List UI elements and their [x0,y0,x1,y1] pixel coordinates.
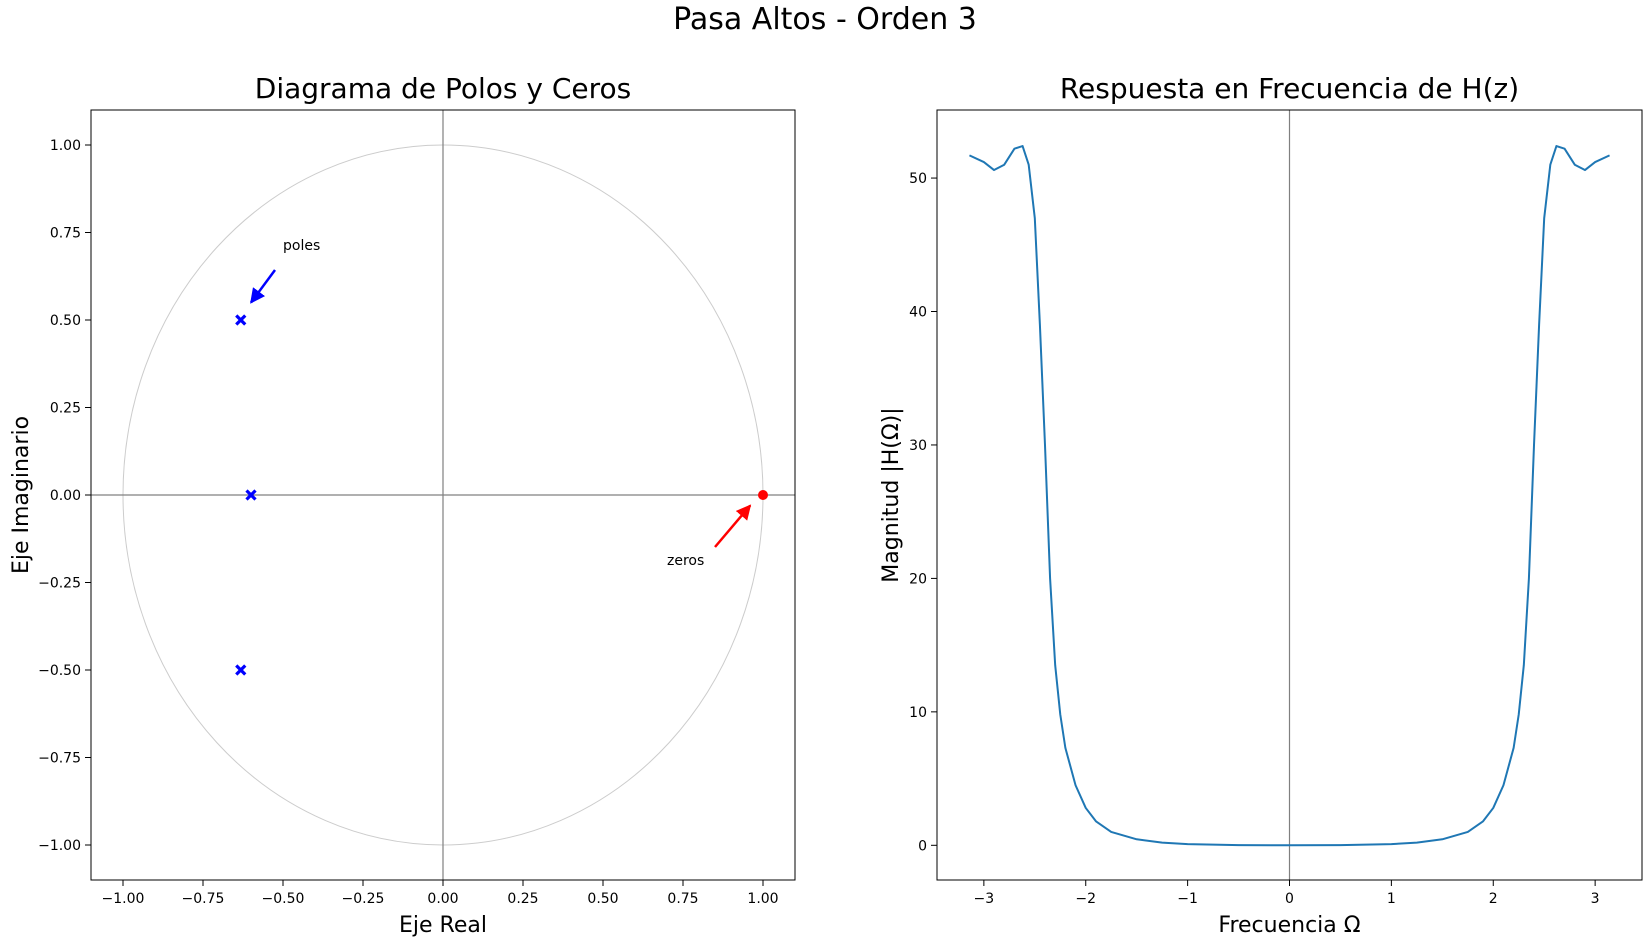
pz-ytick-label: −0.25 [38,576,81,592]
fr-xtick-label: −2 [1075,891,1096,907]
pz-title: Diagrama de Polos y Ceros [255,72,631,105]
fr-ylabel: Magnitud |H(Ω)| [879,407,904,582]
pole-marker [235,664,247,676]
pz-ytick-label: 0.75 [50,226,81,242]
pz-ytick-label: 0.25 [50,401,81,417]
fr-ytick-label: 40 [909,305,927,321]
fr-ytick-label: 50 [909,171,927,187]
pz-xtick-label: −1.00 [102,891,145,907]
pz-ytick-label: 0.00 [50,488,81,504]
pz-xtick-label: 0.00 [427,891,458,907]
fr-ytick-label: 20 [909,571,927,587]
pz-ylabel: Eje Imaginario [9,416,34,574]
zero-marker [758,490,768,500]
pz-xtick-label: −0.75 [182,891,225,907]
pz-ytick-label: −0.50 [38,663,81,679]
pz-xlabel: Eje Real [399,913,487,938]
fr-xlabel: Frecuencia Ω [1218,913,1360,938]
pz-xtick-label: −0.25 [342,891,385,907]
pz-xtick-label: 0.75 [667,891,698,907]
fr-xtick-label: 2 [1489,891,1498,907]
pz-ytick-label: −0.75 [38,751,81,767]
annotation-poles-arrow [249,269,277,304]
fr-xtick-label: 1 [1387,891,1396,907]
figure-suptitle: Pasa Altos - Orden 3 [673,2,977,37]
fr-title: Respuesta en Frecuencia de H(z) [1060,72,1519,105]
pole-marker [245,489,257,501]
annotation-zeros-arrow [714,504,752,548]
fr-ytick-label: 10 [909,705,927,721]
fr-xtick-label: 3 [1591,891,1600,907]
fr-ytick-label: 30 [909,438,927,454]
pz-xtick-label: 1.00 [747,891,778,907]
fr-xtick-label: 0 [1285,891,1294,907]
fr-ytick-label: 0 [918,838,927,854]
pole-marker-stroke [235,664,247,676]
magnitude-line [969,145,1610,847]
fr-xtick-label: −1 [1177,891,1198,907]
pz-ytick-label: 1.00 [50,138,81,154]
pole-marker-stroke [235,314,247,326]
pz-xtick-label: −0.50 [262,891,305,907]
annotation-zeros-label: zeros [667,553,704,569]
pz-ytick-label: −1.00 [38,838,81,854]
pole-marker [235,314,247,326]
annotation-poles-label: poles [283,238,320,254]
fr-xtick-label: −3 [974,891,995,907]
pole-marker-stroke [245,489,257,501]
pz-xtick-label: 0.50 [587,891,618,907]
pz-xtick-label: 0.25 [507,891,538,907]
pz-ytick-label: 0.50 [50,313,81,329]
